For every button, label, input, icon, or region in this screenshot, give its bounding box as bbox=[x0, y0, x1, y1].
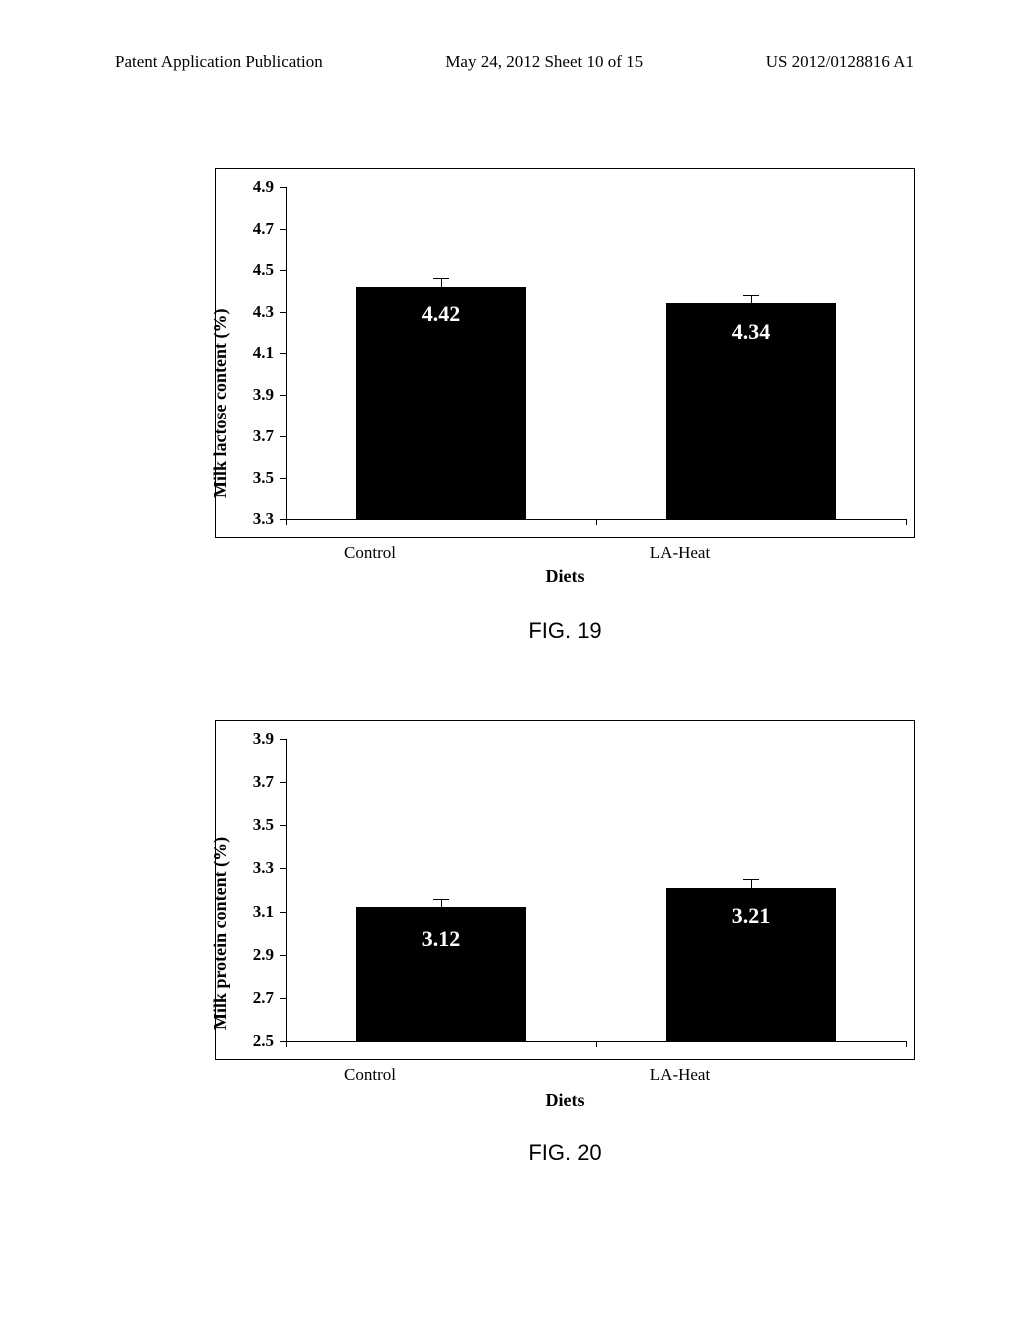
fig19-errbar-cap bbox=[433, 278, 449, 279]
fig19-ytick-label: 3.5 bbox=[234, 468, 274, 488]
fig19-ytick bbox=[280, 229, 286, 230]
fig19-ytick bbox=[280, 395, 286, 396]
fig20-ytick-label: 2.5 bbox=[234, 1031, 274, 1051]
fig20-errbar-cap bbox=[743, 879, 759, 880]
fig20-chart: 3.9 3.7 3.5 3.3 3.1 2.9 2.7 2.5 3.12 3.2… bbox=[155, 720, 855, 1060]
fig20-y-axis bbox=[286, 739, 287, 1041]
fig19-errbar-cap bbox=[743, 295, 759, 296]
fig19-chart: 4.9 4.7 4.5 4.3 4.1 3.9 3.7 3.5 3.3 4.42… bbox=[155, 168, 855, 538]
fig19-ytick bbox=[280, 478, 286, 479]
fig19-xtick bbox=[906, 519, 907, 525]
fig20-ytick-label: 3.9 bbox=[234, 729, 274, 749]
fig20-plot-box: 3.9 3.7 3.5 3.3 3.1 2.9 2.7 2.5 3.12 3.2… bbox=[215, 720, 915, 1060]
fig20-bar-value-laheat: 3.21 bbox=[666, 903, 836, 929]
fig19-xtick bbox=[286, 519, 287, 525]
fig20-xtick bbox=[286, 1041, 287, 1047]
header-center: May 24, 2012 Sheet 10 of 15 bbox=[445, 52, 643, 72]
fig19-figure-label: FIG. 19 bbox=[215, 618, 915, 644]
fig20-ytick-label: 2.9 bbox=[234, 945, 274, 965]
page-header: Patent Application Publication May 24, 2… bbox=[0, 52, 1024, 72]
fig19-ytick bbox=[280, 353, 286, 354]
fig20-ytick bbox=[280, 912, 286, 913]
header-left: Patent Application Publication bbox=[115, 52, 323, 72]
fig20-xtick-label-control: Control bbox=[215, 1065, 525, 1085]
fig19-ytick-label: 4.7 bbox=[234, 219, 274, 239]
fig19-ytick-label: 4.9 bbox=[234, 177, 274, 197]
fig20-ytick-label: 3.7 bbox=[234, 772, 274, 792]
fig20-errbar bbox=[751, 879, 752, 888]
fig19-xtick bbox=[596, 519, 597, 525]
fig20-xtick-label-laheat: LA-Heat bbox=[525, 1065, 835, 1085]
fig19-ytick-label: 4.1 bbox=[234, 343, 274, 363]
fig19-ytick-label: 3.9 bbox=[234, 385, 274, 405]
fig19-ytick-label: 3.3 bbox=[234, 509, 274, 529]
fig20-ytick bbox=[280, 825, 286, 826]
fig19-errbar bbox=[751, 295, 752, 303]
fig19-xtick-label-laheat: LA-Heat bbox=[525, 543, 835, 563]
fig19-bar-value-control: 4.42 bbox=[356, 301, 526, 327]
fig20-ytick-label: 3.1 bbox=[234, 902, 274, 922]
fig20-ytick bbox=[280, 998, 286, 999]
fig20-errbar bbox=[441, 899, 442, 908]
fig20-ytick bbox=[280, 739, 286, 740]
fig20-xtick bbox=[596, 1041, 597, 1047]
fig20-xtick bbox=[906, 1041, 907, 1047]
fig20-ytick bbox=[280, 955, 286, 956]
fig19-ytick bbox=[280, 270, 286, 271]
fig19-x-label: Diets bbox=[215, 566, 915, 587]
fig19-ytick bbox=[280, 436, 286, 437]
fig20-y-label: Milk protein content (%) bbox=[210, 837, 231, 1030]
fig19-errbar bbox=[441, 278, 442, 286]
fig20-errbar-cap bbox=[433, 899, 449, 900]
fig20-x-label: Diets bbox=[215, 1090, 915, 1111]
fig19-ytick bbox=[280, 187, 286, 188]
fig19-y-label: Milk lactose content (%) bbox=[210, 309, 231, 498]
fig19-y-axis bbox=[286, 187, 287, 519]
fig20-ytick bbox=[280, 782, 286, 783]
fig19-bar-value-laheat: 4.34 bbox=[666, 319, 836, 345]
header-right: US 2012/0128816 A1 bbox=[766, 52, 914, 72]
fig19-xtick-label-control: Control bbox=[215, 543, 525, 563]
fig20-figure-label: FIG. 20 bbox=[215, 1140, 915, 1166]
fig20-ytick-label: 3.5 bbox=[234, 815, 274, 835]
fig20-ytick-label: 2.7 bbox=[234, 988, 274, 1008]
fig19-ytick-label: 3.7 bbox=[234, 426, 274, 446]
fig19-ytick bbox=[280, 312, 286, 313]
fig20-ytick-label: 3.3 bbox=[234, 858, 274, 878]
fig20-bar-value-control: 3.12 bbox=[356, 926, 526, 952]
fig19-ytick-label: 4.3 bbox=[234, 302, 274, 322]
fig19-ytick-label: 4.5 bbox=[234, 260, 274, 280]
fig20-ytick bbox=[280, 868, 286, 869]
fig19-plot-box: 4.9 4.7 4.5 4.3 4.1 3.9 3.7 3.5 3.3 4.42… bbox=[215, 168, 915, 538]
